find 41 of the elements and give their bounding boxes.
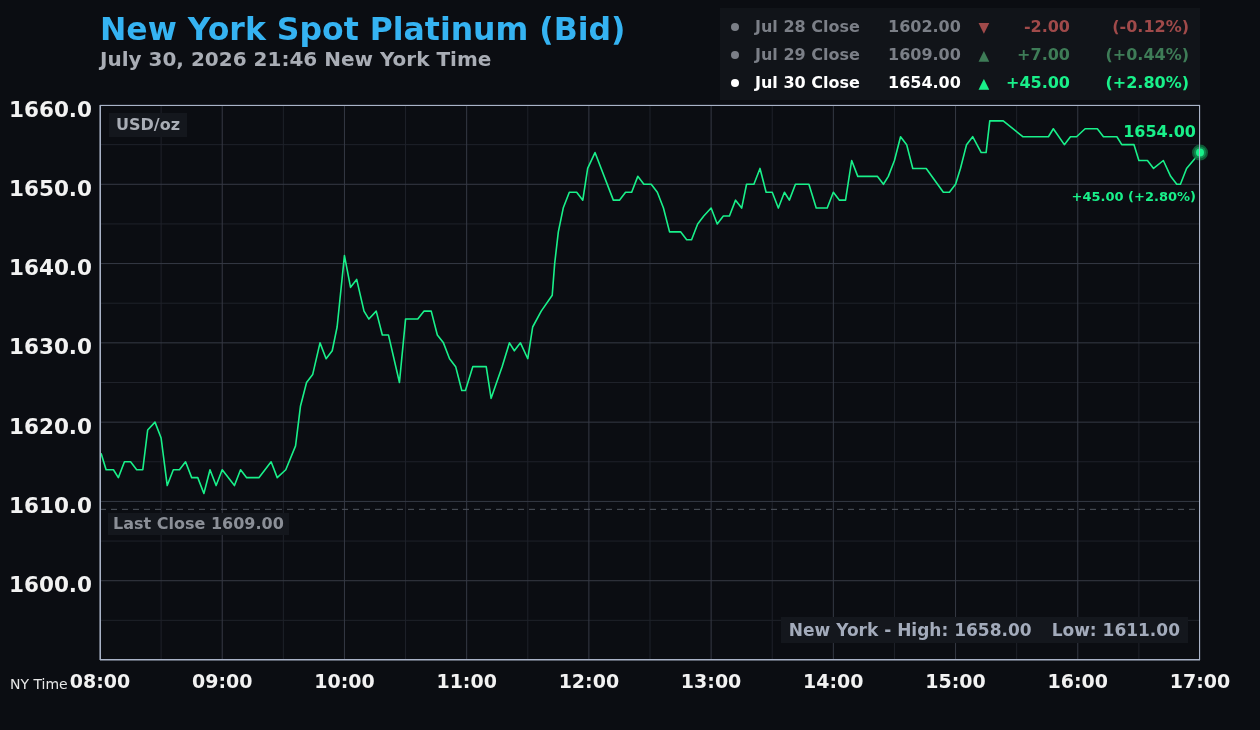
- annotation: New York - High: 1658.00: [780, 617, 1042, 643]
- text: (+0.44%): [1105, 45, 1189, 65]
- x-tick-label: 16:00: [1047, 670, 1109, 693]
- text: 1602.00: [888, 17, 961, 37]
- y-tick-label: 1620.0: [9, 413, 92, 439]
- text: Jul 29 Close: [755, 45, 860, 65]
- text: ▲: [978, 46, 990, 65]
- y-tick-label: 1610.0: [9, 493, 92, 519]
- annotation: 1654.00: [1123, 121, 1196, 141]
- text: (+2.80%): [1105, 73, 1189, 93]
- text: 1654.00: [888, 73, 961, 93]
- annotation: Low: 1611.00: [1041, 617, 1188, 643]
- text: Jul 28 Close: [755, 17, 860, 37]
- x-tick-label: 17:00: [1169, 670, 1231, 693]
- x-tick-label: 08:00: [69, 670, 131, 693]
- x-tick-label: 14:00: [803, 670, 864, 693]
- x-axis-title: NY Time: [10, 675, 68, 693]
- x-tick-label: 12:00: [558, 670, 620, 693]
- y-tick-label: 1600.0: [9, 572, 92, 598]
- chart-subtitle: July 30, 2026 21:46 New York Time: [100, 47, 492, 72]
- text: ▲: [978, 74, 990, 93]
- text: (-0.12%): [1112, 17, 1189, 37]
- y-tick-label: 1630.0: [9, 334, 92, 360]
- text: ▼: [978, 18, 990, 37]
- chart-title: New York Spot Platinum (Bid): [100, 10, 626, 48]
- text: 1609.00: [888, 45, 961, 65]
- x-tick-label: 10:00: [314, 670, 375, 693]
- annotation: +45.00 (+2.80%): [1071, 188, 1196, 205]
- x-tick-label: 15:00: [925, 670, 986, 693]
- y-tick-label: 1650.0: [9, 175, 92, 201]
- y-tick-label: 1660.0: [9, 96, 92, 122]
- x-tick-label: 13:00: [680, 670, 742, 693]
- x-tick-label: 09:00: [191, 670, 253, 693]
- y-axis-title: USD/oz: [109, 113, 187, 137]
- x-tick-label: 11:00: [436, 670, 497, 693]
- ref-line-label: Last Close 1609.00: [108, 513, 289, 536]
- text: Jul 30 Close: [755, 73, 860, 93]
- text: -2.00: [1023, 17, 1070, 37]
- text: +7.00: [1017, 45, 1070, 65]
- text: +45.00: [1005, 73, 1070, 93]
- y-tick-label: 1640.0: [9, 255, 92, 281]
